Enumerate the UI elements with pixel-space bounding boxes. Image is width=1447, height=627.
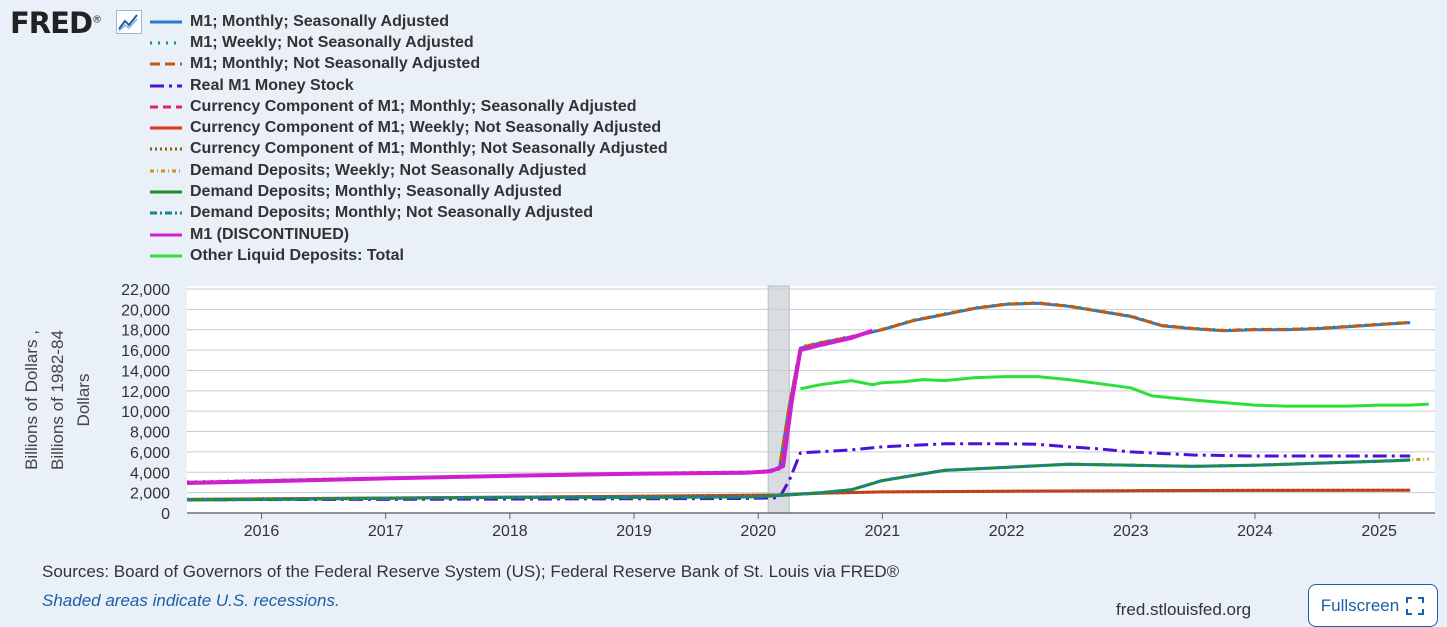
y-axis-title-line: Dollars bbox=[74, 374, 93, 427]
y-tick-label: 4,000 bbox=[130, 465, 170, 482]
line-chart-icon[interactable] bbox=[116, 10, 142, 34]
y-tick-label: 8,000 bbox=[130, 425, 170, 442]
legend-swatch bbox=[150, 20, 182, 24]
legend-label: M1; Weekly; Not Seasonally Adjusted bbox=[190, 33, 474, 51]
legend-swatch bbox=[150, 254, 182, 258]
y-tick-label: 12,000 bbox=[121, 384, 170, 401]
series-line-7 bbox=[186, 488, 1411, 501]
legend-item[interactable]: Currency Component of M1; Monthly; Seaso… bbox=[148, 96, 668, 117]
y-tick-label: 18,000 bbox=[121, 323, 170, 340]
legend-swatch bbox=[150, 126, 182, 130]
legend-label: M1; Monthly; Not Seasonally Adjusted bbox=[190, 55, 481, 73]
y-tick-label: 16,000 bbox=[121, 343, 170, 360]
series-line-11 bbox=[186, 328, 874, 485]
x-tick-label: 2018 bbox=[492, 523, 528, 540]
y-tick-label: 6,000 bbox=[130, 445, 170, 462]
x-tick-label: 2017 bbox=[368, 523, 404, 540]
legend-swatch bbox=[150, 190, 182, 194]
recession-note: Shaded areas indicate U.S. recessions. bbox=[42, 591, 340, 610]
x-tick-label: 2023 bbox=[1113, 523, 1149, 540]
legend-label: M1 (DISCONTINUED) bbox=[190, 225, 350, 243]
y-tick-label: 10,000 bbox=[121, 404, 170, 421]
x-tick-label: 2022 bbox=[989, 523, 1025, 540]
fred-logo[interactable]: FRED® bbox=[10, 6, 102, 40]
legend-swatch bbox=[150, 147, 182, 151]
legend-item[interactable]: M1; Monthly; Seasonally Adjusted bbox=[148, 11, 668, 32]
legend-swatch bbox=[150, 233, 182, 237]
legend-label: Other Liquid Deposits: Total bbox=[190, 246, 404, 264]
legend-item[interactable]: Demand Deposits; Weekly; Not Seasonally … bbox=[148, 160, 668, 181]
legend-swatch bbox=[150, 211, 182, 215]
x-tick-label: 2019 bbox=[616, 523, 652, 540]
legend-label: M1; Monthly; Seasonally Adjusted bbox=[190, 12, 449, 30]
fullscreen-label: Fullscreen bbox=[1320, 595, 1400, 615]
legend-item[interactable]: Real M1 Money Stock bbox=[148, 75, 668, 96]
legend-label: Currency Component of M1; Monthly; Not S… bbox=[190, 140, 668, 158]
legend-label: Currency Component of M1; Weekly; Not Se… bbox=[190, 119, 662, 137]
registered-mark: ® bbox=[92, 14, 102, 26]
x-tick-label: 2024 bbox=[1237, 523, 1273, 540]
legend-item[interactable]: M1 (DISCONTINUED) bbox=[148, 224, 668, 245]
legend-label: Real M1 Money Stock bbox=[190, 76, 354, 94]
legend-item[interactable]: Demand Deposits; Monthly; Not Seasonally… bbox=[148, 203, 668, 224]
y-tick-label: 22,000 bbox=[121, 282, 170, 299]
legend-swatch bbox=[150, 105, 182, 109]
y-tick-label: 20,000 bbox=[121, 302, 170, 319]
series-line-10 bbox=[186, 458, 1411, 502]
legend-label: Demand Deposits; Monthly; Not Seasonally… bbox=[190, 204, 594, 222]
legend-label: Demand Deposits; Monthly; Seasonally Adj… bbox=[190, 183, 562, 201]
legend-item[interactable]: Currency Component of M1; Weekly; Not Se… bbox=[148, 117, 668, 138]
y-tick-label: 2,000 bbox=[130, 486, 170, 503]
y-tick-label: 14,000 bbox=[121, 363, 170, 380]
chart-legend: M1; Monthly; Seasonally Adjusted M1; Week… bbox=[148, 11, 668, 267]
site-url[interactable]: fred.stlouisfed.org bbox=[1116, 600, 1252, 619]
fullscreen-icon bbox=[1406, 596, 1425, 615]
logo-text: FRED bbox=[10, 6, 93, 40]
plot-background bbox=[187, 286, 1435, 513]
legend-item[interactable]: Other Liquid Deposits: Total bbox=[148, 245, 668, 266]
sources-note: Sources: Board of Governors of the Feder… bbox=[42, 562, 900, 581]
y-tick-label: 0 bbox=[161, 506, 170, 523]
x-tick-label: 2021 bbox=[865, 523, 901, 540]
series-line-4 bbox=[186, 442, 1411, 502]
chart-area: 22,000 20,000 18,000 16,000 14,000 12,000 10,0… bbox=[22, 282, 1435, 540]
legend-swatch bbox=[150, 62, 182, 66]
x-tick-label: 2020 bbox=[740, 523, 776, 540]
y-axis-title-line: Billions of 1982-84 bbox=[48, 330, 67, 470]
y-axis-title-line: Billions of Dollars , bbox=[22, 330, 41, 470]
legend-swatch bbox=[150, 41, 182, 45]
legend-label: Currency Component of M1; Monthly; Seaso… bbox=[190, 97, 637, 115]
legend-swatch bbox=[150, 84, 182, 88]
y-axis-title: Billions of Dollars , Billions of 1982-84… bbox=[22, 330, 93, 470]
legend-item[interactable]: Currency Component of M1; Monthly; Not S… bbox=[148, 139, 668, 160]
recession-band bbox=[767, 285, 790, 514]
fullscreen-button[interactable]: Fullscreen bbox=[1308, 584, 1438, 627]
legend-item[interactable]: Demand Deposits; Monthly; Seasonally Adj… bbox=[148, 181, 668, 202]
legend-label: Demand Deposits; Weekly; Not Seasonally … bbox=[190, 161, 587, 179]
x-tick-label: 2016 bbox=[244, 523, 280, 540]
legend-item[interactable]: M1; Weekly; Not Seasonally Adjusted bbox=[148, 32, 668, 53]
x-tick-label: 2025 bbox=[1361, 523, 1397, 540]
series-line-12 bbox=[800, 375, 1429, 408]
legend-item[interactable]: M1; Monthly; Not Seasonally Adjusted bbox=[148, 54, 668, 75]
